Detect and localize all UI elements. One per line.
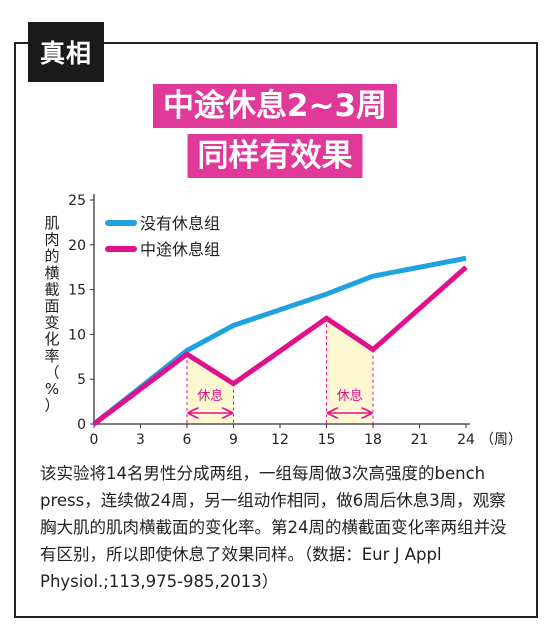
y-axis-label-char-11: ） [44,397,59,415]
y-tick-label-20: 20 [68,238,86,254]
x-tick-label-21: 21 [411,432,429,448]
y-axis-label-char-1: 肉 [44,231,59,249]
y-axis-label-char-7: 化 [44,330,59,348]
panel-frame-top [14,42,538,44]
y-axis-label-char-2: 的 [44,247,59,265]
series-line-1 [92,265,468,426]
y-axis-label-char-10: % [45,380,59,398]
rest-area-0 [187,354,234,424]
series-line-0 [92,255,467,426]
x-axis-unit: （周） [480,432,522,448]
x-tick-label-12: 12 [271,432,289,448]
y-axis-label-char-0: 肌 [44,214,59,232]
x-tick-label-24: 24 [457,432,475,448]
line-chart: 休息 休息 0 5 10 15 20 25 0 3 6 9 12 15 18 21 24 （周） 没有休息组中途… [44,193,522,448]
x-tick-label-9: 9 [229,432,238,448]
y-tick-label-10: 10 [68,327,86,343]
chart-description: 该实验将14名男性分成两组，一组每周做3次高强度的bench press，连续做… [40,464,507,591]
y-tick-label-5: 5 [77,372,86,388]
y-tick-label-25: 25 [68,193,86,209]
panel-frame-bottom [14,616,538,618]
legend-label-0: 没有休息组 [140,214,220,233]
section-badge: 真相 [28,22,104,82]
y-axis-label-char-5: 面 [44,297,59,315]
rest-label-0: 休息 [197,388,223,404]
panel-frame [14,42,538,618]
y-axis-label-char-6: 变 [44,314,59,332]
y-axis-label-char-3: 横 [44,264,59,282]
rest-label-1: 休息 [337,388,363,404]
x-tick-label-15: 15 [318,432,336,448]
y-tick-label-15: 15 [68,283,86,299]
y-axis-label-char-4: 截 [44,280,59,298]
y-axis-label-char-8: 率 [44,347,59,365]
x-tick-label-0: 0 [90,432,99,448]
x-tick-label-6: 6 [183,432,192,448]
legend-label-1: 中途休息组 [140,240,220,259]
chart-title-line-1: 中途休息2~3周 [152,84,398,128]
y-tick-label-0: 0 [77,417,86,433]
y-axis-label-char-9: （ [44,363,59,381]
x-tick-label-3: 3 [136,432,145,448]
chart-title-line-2: 同样有效果 [187,134,363,178]
x-tick-label-18: 18 [364,432,382,448]
